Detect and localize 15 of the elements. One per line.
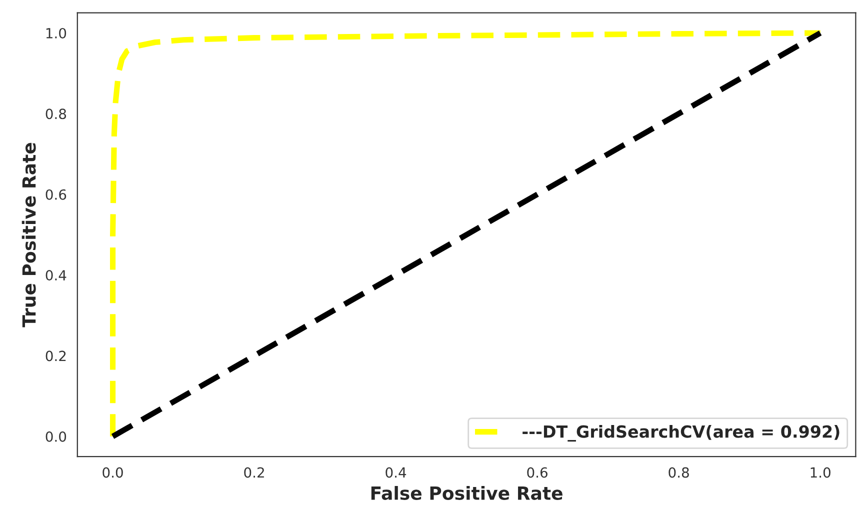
y-tick-label: 0.6 bbox=[46, 189, 66, 200]
x-tick-label: 0.4 bbox=[386, 467, 406, 478]
y-tick-label: 1.0 bbox=[46, 28, 66, 38]
y-tick-label: 0.8 bbox=[46, 108, 66, 120]
legend-label: ---DT_GridSearchCV(area = 0.992) bbox=[522, 424, 840, 442]
y-tick-label: 0.0 bbox=[46, 431, 66, 442]
y-tick-label: 0.4 bbox=[46, 270, 66, 281]
x-tick-label: 0.8 bbox=[668, 467, 689, 478]
x-axis-title: False Positive Rate bbox=[371, 486, 562, 500]
x-tick-label: 0.0 bbox=[102, 467, 123, 478]
y-axis-title: True Positive Rate bbox=[22, 142, 36, 328]
x-tick-label: 1.0 bbox=[810, 467, 830, 478]
y-tick-label: 0.2 bbox=[46, 350, 66, 362]
x-tick-label: 0.6 bbox=[527, 467, 548, 478]
x-tick-label: 0.2 bbox=[244, 467, 264, 478]
